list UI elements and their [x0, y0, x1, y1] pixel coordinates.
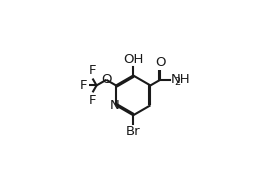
Text: 2: 2 [175, 77, 181, 87]
Text: O: O [155, 56, 165, 69]
Text: F: F [80, 79, 87, 92]
Text: NH: NH [171, 73, 190, 86]
Text: OH: OH [123, 53, 143, 66]
Text: Br: Br [126, 125, 141, 138]
Text: N: N [109, 99, 119, 112]
Text: O: O [101, 73, 112, 86]
Text: F: F [88, 64, 96, 77]
Text: F: F [88, 94, 96, 107]
